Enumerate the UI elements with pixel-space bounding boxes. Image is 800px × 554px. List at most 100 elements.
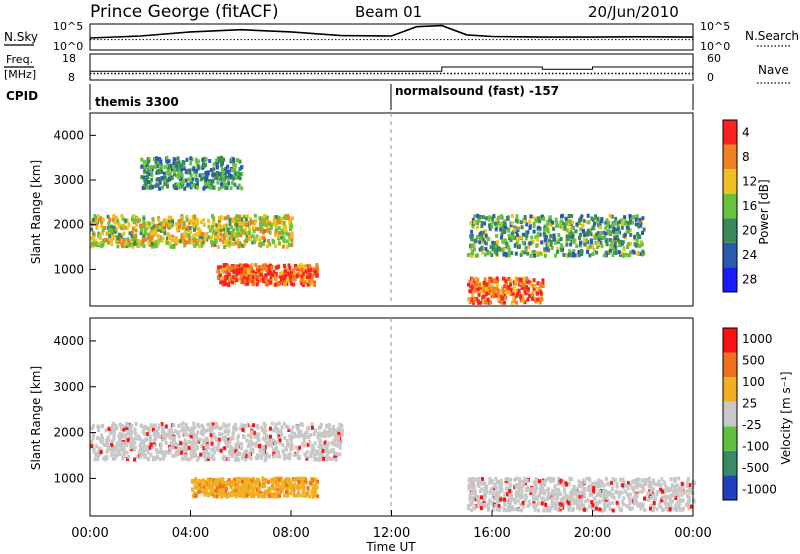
heat-cell bbox=[256, 488, 260, 493]
heat-cell bbox=[485, 489, 489, 494]
heat-cell bbox=[532, 229, 536, 234]
heat-cell bbox=[142, 159, 146, 164]
heat-cell bbox=[195, 168, 198, 173]
heat-cell bbox=[210, 178, 214, 183]
heat-cell bbox=[614, 216, 618, 221]
heat-cell bbox=[286, 442, 290, 447]
heat-cell bbox=[563, 490, 567, 495]
heat-cell bbox=[230, 168, 234, 173]
heat-cell bbox=[250, 484, 254, 488]
heat-cell bbox=[600, 244, 604, 249]
heat-cell bbox=[328, 427, 332, 432]
heat-cell bbox=[189, 430, 193, 435]
nsky-label: N.Sky bbox=[4, 30, 38, 44]
heat-cell bbox=[258, 490, 262, 495]
heat-cell bbox=[169, 163, 173, 168]
heat-cell bbox=[97, 428, 101, 433]
heat-cell bbox=[274, 271, 278, 276]
heat-cell bbox=[471, 293, 475, 298]
heat-cell bbox=[495, 276, 499, 281]
heat-cell bbox=[475, 219, 479, 224]
heat-cell bbox=[139, 423, 143, 428]
heat-cell bbox=[523, 232, 527, 237]
heat-cell bbox=[309, 268, 313, 272]
heat-cell bbox=[491, 240, 495, 245]
heat-cell bbox=[532, 286, 536, 291]
heat-cell bbox=[93, 457, 97, 462]
heat-cell bbox=[535, 503, 538, 508]
heat-cell bbox=[155, 177, 159, 182]
heat-cell bbox=[486, 507, 490, 512]
heat-cell bbox=[169, 244, 173, 249]
heat-cell bbox=[234, 241, 238, 246]
heat-cell bbox=[276, 220, 280, 225]
heat-cell bbox=[118, 237, 122, 242]
heat-cell bbox=[148, 222, 152, 226]
heat-cell bbox=[565, 228, 569, 233]
heat-cell bbox=[481, 237, 485, 242]
heat-cell bbox=[488, 498, 492, 503]
heat-cell bbox=[296, 424, 300, 429]
heat-cell bbox=[554, 240, 558, 245]
heat-cell bbox=[250, 430, 254, 435]
heat-cell bbox=[491, 220, 495, 225]
heat-cell bbox=[588, 504, 592, 509]
heat-cell bbox=[270, 265, 274, 270]
heat-cell bbox=[145, 425, 149, 430]
heat-cell bbox=[554, 217, 558, 222]
heat-cell bbox=[682, 491, 686, 496]
heat-cell bbox=[175, 449, 179, 454]
heat-cell bbox=[274, 282, 278, 287]
heat-cell bbox=[635, 238, 639, 243]
heat-cell bbox=[137, 450, 141, 455]
heat-cell bbox=[107, 426, 111, 431]
heat-cell bbox=[150, 238, 154, 243]
heat-cell bbox=[231, 480, 235, 485]
heat-cell bbox=[223, 278, 227, 282]
heat-cell bbox=[594, 232, 598, 237]
heat-cell bbox=[321, 453, 324, 458]
heat-cell bbox=[565, 242, 569, 247]
heat-cell bbox=[530, 291, 534, 296]
heat-cell bbox=[133, 457, 137, 462]
heat-cell bbox=[90, 440, 93, 445]
heat-cell bbox=[190, 487, 194, 492]
freq-series-1 bbox=[90, 66, 693, 72]
heat-cell bbox=[549, 242, 553, 247]
heat-cell bbox=[557, 487, 560, 492]
heat-cell bbox=[569, 242, 573, 247]
heat-cell bbox=[218, 216, 222, 221]
heat-cell bbox=[295, 476, 299, 481]
heat-cell bbox=[478, 240, 482, 245]
heat-cell bbox=[624, 489, 628, 494]
heat-cell bbox=[607, 231, 611, 236]
heat-cell bbox=[163, 435, 167, 440]
heat-cell bbox=[171, 219, 175, 224]
colorbar-frame bbox=[722, 119, 738, 293]
heat-cell bbox=[557, 492, 561, 497]
heat-cell bbox=[510, 213, 514, 218]
time-tick-label: 08:00 bbox=[272, 526, 309, 541]
heat-cell bbox=[221, 487, 224, 492]
heat-cell bbox=[318, 440, 322, 445]
range-tick-label: 3000 bbox=[53, 173, 84, 187]
heat-cell bbox=[481, 288, 485, 293]
heat-cell bbox=[127, 222, 131, 227]
heat-cell bbox=[218, 489, 222, 493]
heat-cell bbox=[196, 163, 200, 168]
heat-cell bbox=[611, 508, 615, 513]
heat-cell bbox=[470, 498, 474, 503]
heat-cell bbox=[145, 175, 149, 180]
velocity-heatmap bbox=[90, 421, 696, 513]
heat-cell bbox=[639, 483, 643, 488]
heat-cell bbox=[209, 429, 213, 434]
heat-cell bbox=[253, 433, 257, 438]
heat-cell bbox=[131, 237, 135, 242]
colorbar-segment bbox=[723, 475, 737, 500]
heat-cell bbox=[147, 157, 151, 162]
heat-cell bbox=[295, 484, 299, 489]
heat-cell bbox=[547, 248, 551, 253]
heat-cell bbox=[210, 243, 214, 248]
heat-cell bbox=[148, 427, 152, 432]
heat-cell bbox=[149, 165, 153, 170]
